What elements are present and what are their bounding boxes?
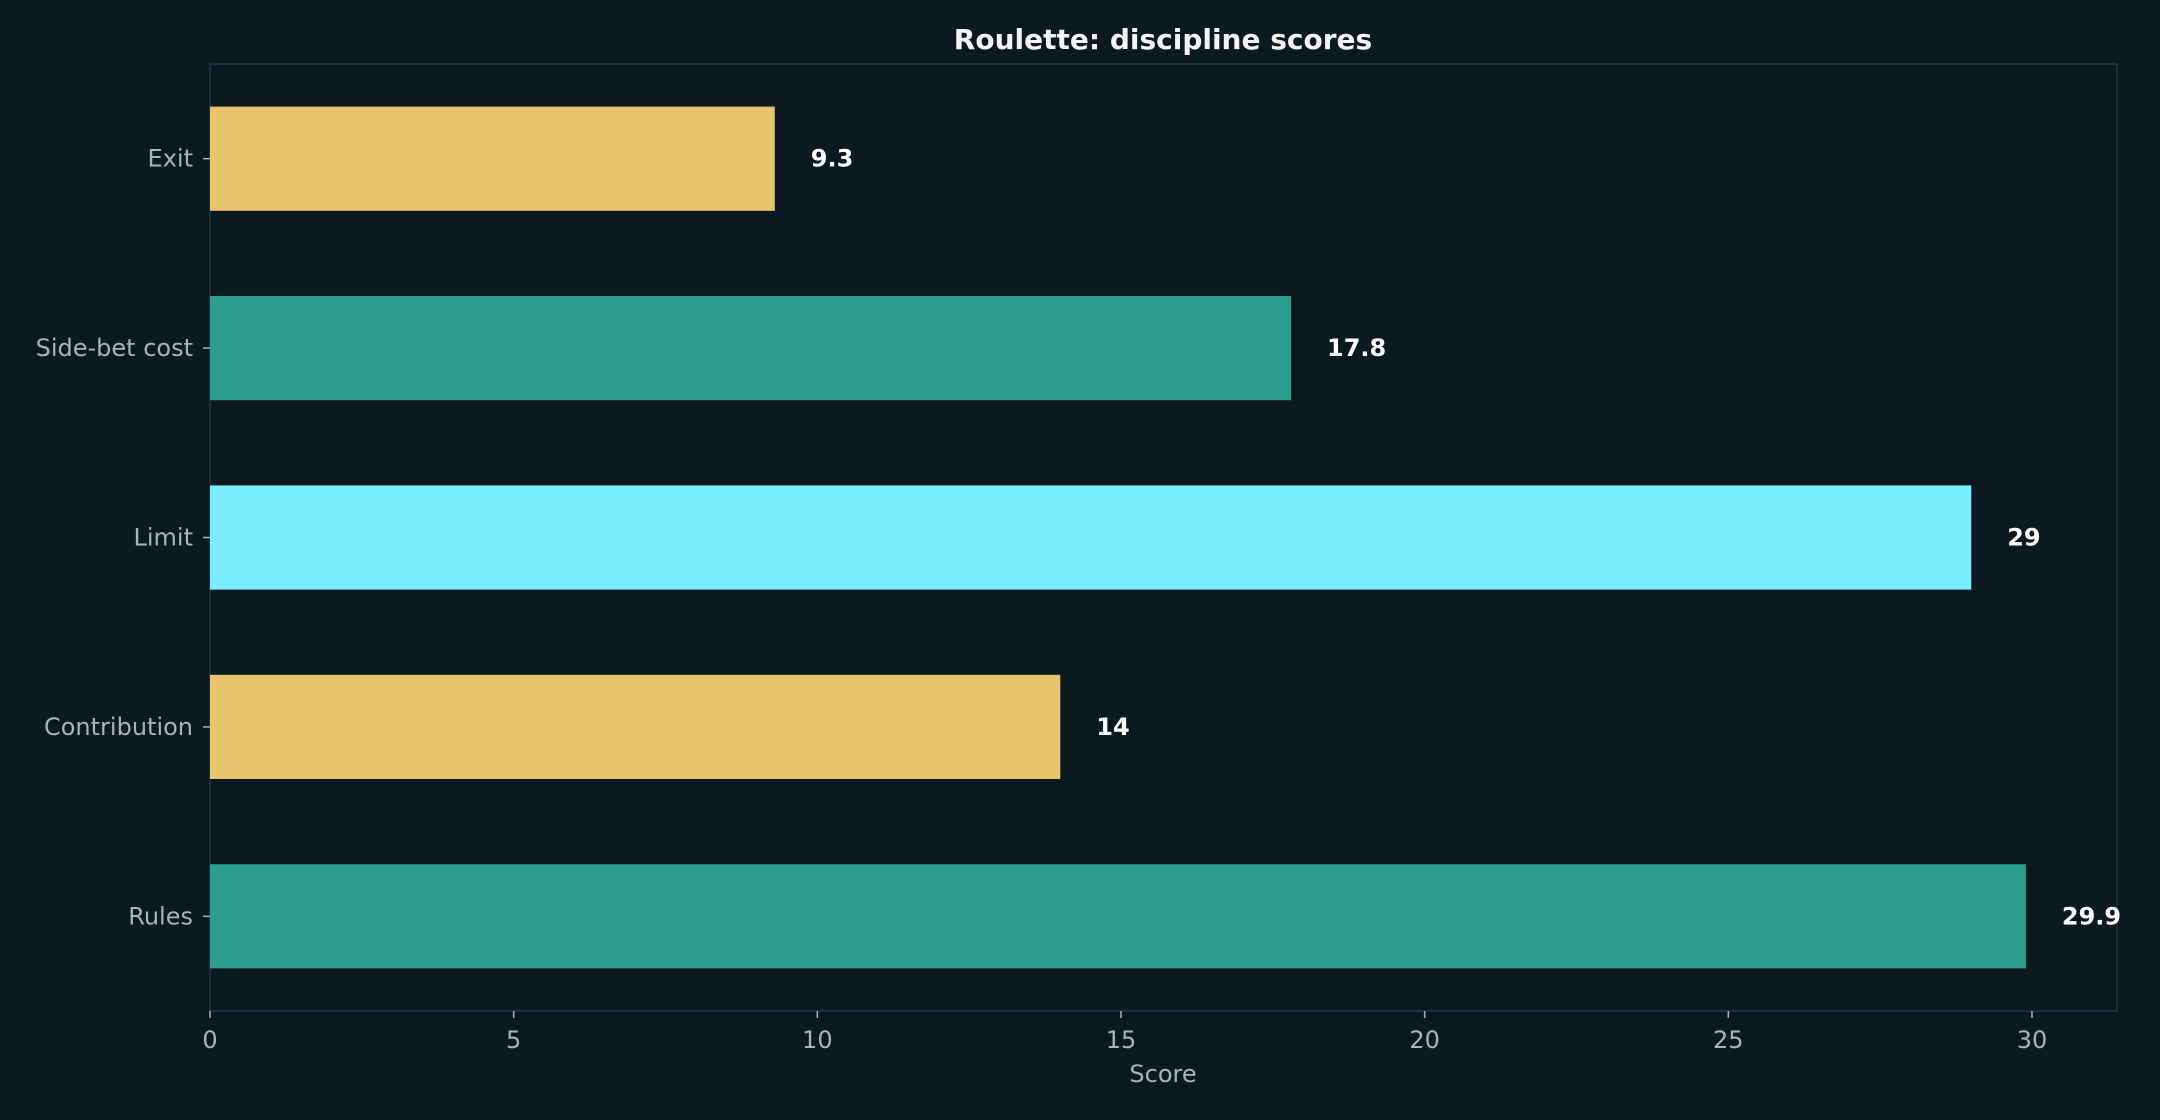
y-tick-label-rules: Rules	[128, 902, 193, 930]
y-tick-label-exit: Exit	[148, 145, 193, 173]
x-tick-label-15: 15	[1106, 1026, 1137, 1054]
bar-side-bet-cost	[210, 296, 1292, 401]
y-tick-label-limit: Limit	[134, 524, 194, 552]
value-label-rules: 29.9	[2062, 902, 2121, 930]
bar-limit	[210, 485, 1972, 590]
value-labels: 9.3 17.8 29 14 29.9	[811, 145, 2121, 931]
chart-title: Roulette: discipline scores	[954, 23, 1372, 56]
x-tick-label-0: 0	[202, 1026, 217, 1054]
x-tick-label-25: 25	[1713, 1026, 1744, 1054]
x-tick-label-5: 5	[506, 1026, 521, 1054]
value-label-limit: 29	[2007, 524, 2040, 552]
value-label-exit: 9.3	[811, 145, 854, 173]
bar-rules	[210, 864, 2026, 969]
x-axis-label: Score	[1129, 1060, 1196, 1088]
value-label-contribution: 14	[1096, 713, 1129, 741]
x-tick-label-10: 10	[802, 1026, 833, 1054]
y-tick-label-side-bet-cost: Side-bet cost	[36, 334, 193, 362]
bar-contribution	[210, 674, 1061, 779]
bars-layer	[210, 106, 2026, 969]
y-axis: Exit Side-bet cost Limit Contribution Rules	[36, 145, 210, 930]
x-tick-label-20: 20	[1409, 1026, 1440, 1054]
x-tick-label-30: 30	[2017, 1026, 2048, 1054]
x-axis: 0 5 10 15 20 25 30	[202, 1011, 2047, 1054]
y-tick-label-contribution: Contribution	[44, 713, 193, 741]
bar-exit	[210, 106, 775, 211]
value-label-side-bet-cost: 17.8	[1327, 334, 1386, 362]
